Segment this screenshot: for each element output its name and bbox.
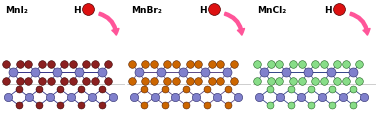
Text: H: H <box>199 6 206 15</box>
Text: MnBr₂: MnBr₂ <box>131 6 162 15</box>
Text: MnI₂: MnI₂ <box>6 6 28 15</box>
FancyArrowPatch shape <box>99 12 119 35</box>
FancyArrowPatch shape <box>225 12 244 35</box>
Text: MnCl₂: MnCl₂ <box>257 6 286 15</box>
FancyArrowPatch shape <box>350 12 370 35</box>
Text: H: H <box>73 6 81 15</box>
Text: H: H <box>324 6 332 15</box>
